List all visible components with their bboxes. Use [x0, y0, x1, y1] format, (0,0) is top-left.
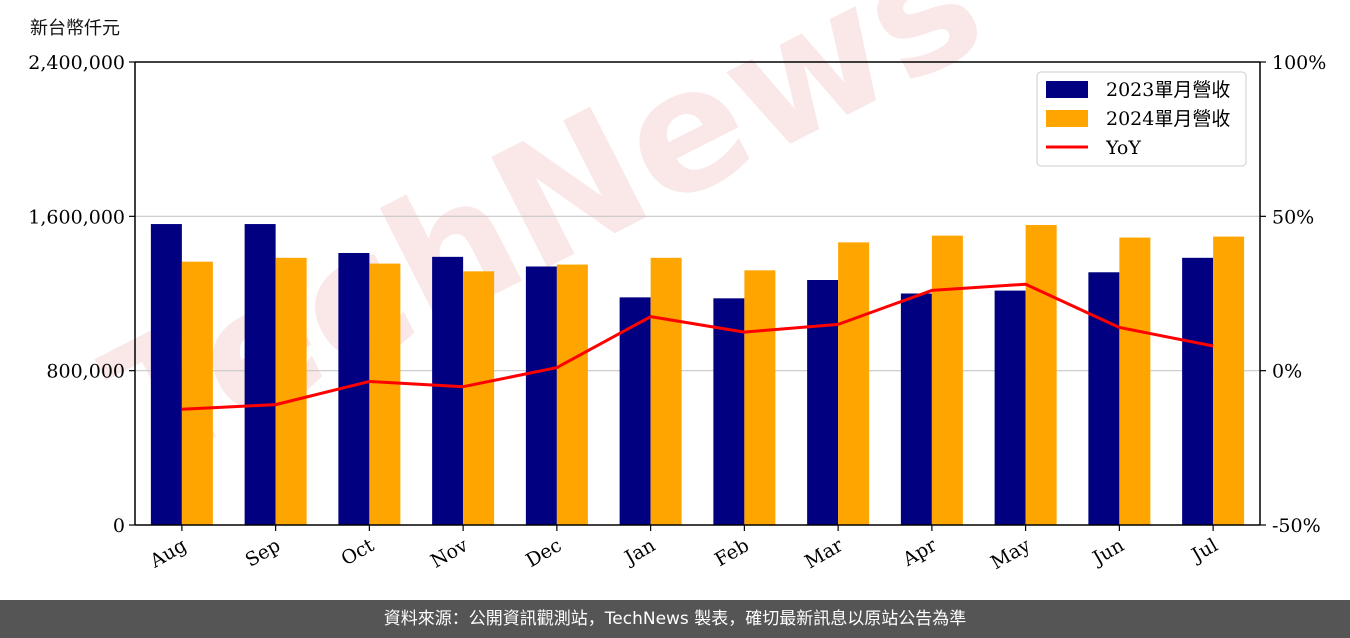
- x-tick-label: May: [987, 534, 1034, 574]
- chart: TechNews 0 -50%800,000 0%1,600,000 50%2,400…: [28, 0, 1326, 574]
- y2-tick-label: -50%: [1272, 515, 1321, 537]
- bar-2023: [150, 224, 182, 526]
- bar-2023: [525, 266, 557, 525]
- bar-2023: [1182, 257, 1214, 525]
- x-tick-label: Sep: [242, 534, 285, 571]
- y2-tick-label: 100%: [1272, 52, 1326, 74]
- y-tick-label: 1,600,000: [28, 206, 125, 228]
- legend-label: 2024單月營收: [1106, 108, 1230, 130]
- bar-2023: [432, 256, 464, 525]
- bar-2023: [900, 293, 932, 525]
- y-tick-label: 800,000: [46, 361, 125, 383]
- y2-tick-label: 50%: [1272, 206, 1314, 228]
- x-tick-label: Nov: [427, 534, 472, 573]
- bar-2024: [744, 270, 776, 525]
- source-footer: 資料來源：公開資訊觀測站，TechNews 製表，確切最新訊息以原站公告為準: [0, 600, 1350, 638]
- legend: 2023單月營收 2024單月營收 YoY: [1036, 71, 1247, 167]
- bar-2024: [369, 263, 401, 525]
- x-tick-label: Oct: [338, 534, 379, 570]
- legend-label: YoY: [1105, 137, 1141, 159]
- bar-2023: [713, 298, 745, 525]
- bars: [150, 224, 1245, 526]
- legend-box: [1036, 71, 1247, 167]
- y-tick-label: 2,400,000: [28, 52, 125, 74]
- x-tick-label: Aug: [145, 534, 190, 573]
- bar-2024: [556, 264, 588, 525]
- bar-2023: [619, 297, 651, 525]
- legend-swatch: [1046, 110, 1088, 127]
- bar-2024: [650, 257, 682, 525]
- bar-2024: [1025, 225, 1057, 525]
- yoy-line-group: [181, 282, 1214, 411]
- y-axis-unit-label: 新台幣仟元: [30, 18, 120, 39]
- bar-2023: [807, 279, 839, 525]
- bar-2024: [463, 271, 495, 525]
- bar-2023: [994, 290, 1026, 525]
- y-tick-label: 0: [113, 515, 125, 537]
- x-tick-label: Dec: [522, 534, 565, 572]
- x-tick-label: Jun: [1087, 534, 1128, 570]
- legend-swatch: [1046, 81, 1088, 98]
- bar-2024: [275, 257, 307, 525]
- bar-2024: [1119, 237, 1151, 525]
- x-tick-label: Apr: [898, 534, 941, 571]
- x-tick-label: Jan: [619, 534, 659, 570]
- x-tick-label: Jul: [1186, 534, 1221, 567]
- bar-2024: [931, 235, 963, 525]
- y2-tick-label: 0%: [1272, 361, 1302, 383]
- grid-lines: [135, 215, 1260, 372]
- bar-2023: [244, 224, 276, 526]
- bar-2024: [181, 261, 213, 525]
- bar-2023: [1088, 272, 1120, 525]
- x-tick-label: Feb: [711, 534, 753, 571]
- legend-label: 2023單月營收: [1106, 79, 1230, 101]
- bar-2024: [838, 242, 870, 526]
- yoy-line: [181, 282, 1214, 411]
- bar-2024: [1213, 236, 1245, 525]
- x-tick-label: Mar: [801, 534, 847, 573]
